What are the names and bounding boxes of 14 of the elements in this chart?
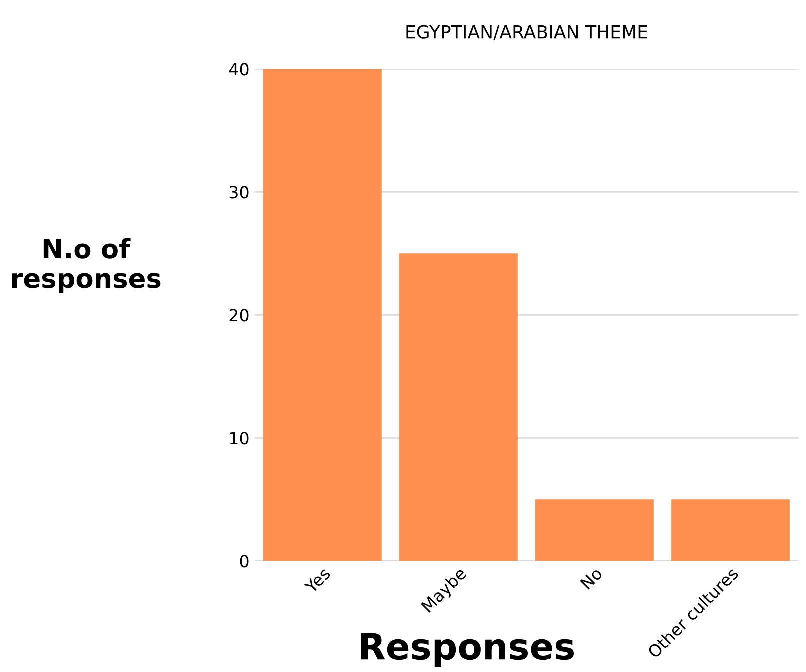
bar	[400, 254, 518, 562]
y-tick-label: 20	[230, 309, 249, 322]
bar	[264, 69, 382, 562]
y-tick-label: 10	[230, 432, 249, 445]
x-tick-label: Yes	[304, 566, 332, 594]
chart-title: EGYPTIAN/ARABIAN THEME	[406, 25, 648, 40]
x-axis-title: Responses	[361, 633, 574, 668]
bar	[672, 500, 790, 562]
y-axis-title: N.o of responses	[12, 238, 161, 294]
bar	[536, 500, 654, 562]
y-tick-label: 30	[230, 186, 249, 199]
y-tick-label: 40	[229, 63, 249, 76]
y-tick-label: 0	[240, 555, 249, 568]
x-tick-label: No	[580, 566, 604, 590]
